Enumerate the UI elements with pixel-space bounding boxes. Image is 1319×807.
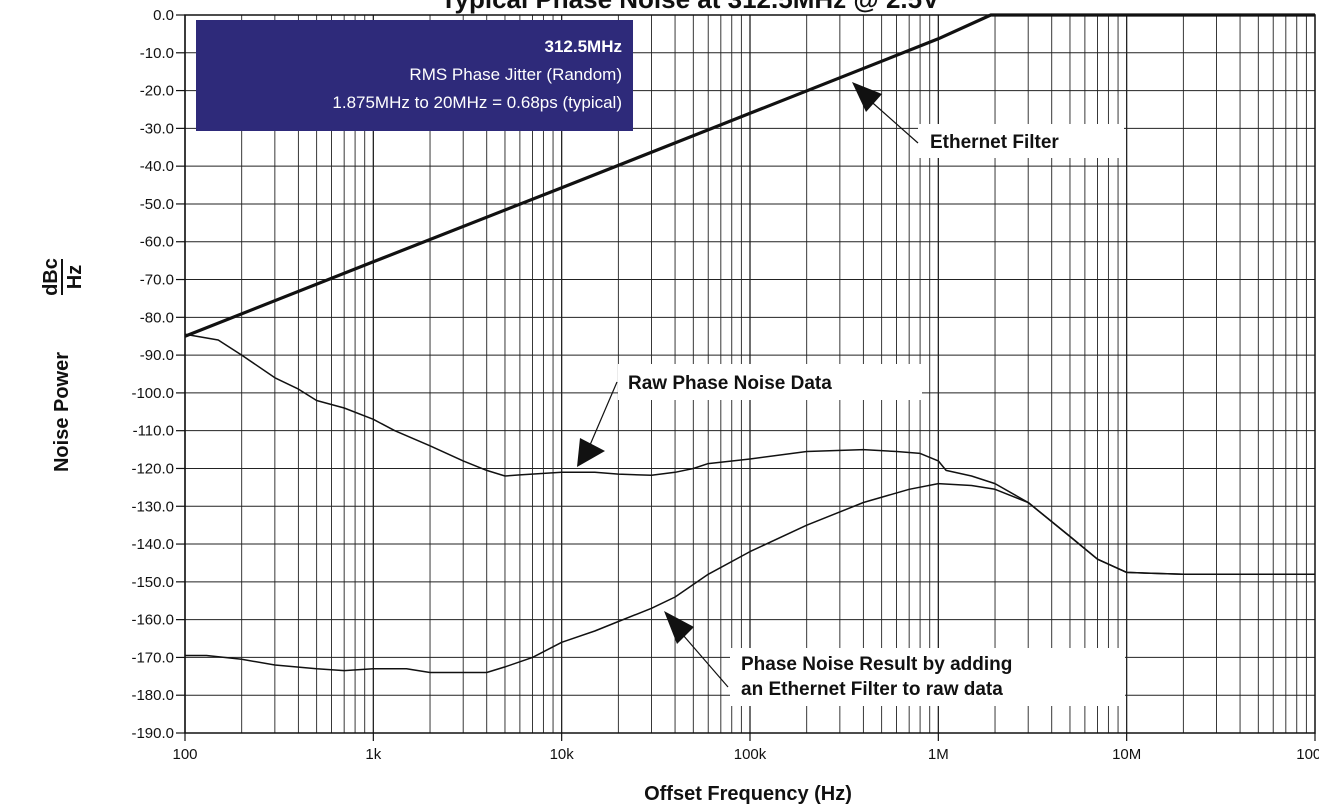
y-tick-label: -90.0: [140, 347, 174, 364]
annotation-raw-data-bg: [618, 364, 922, 400]
x-tick-label: 1k: [365, 746, 381, 763]
y-tick-label: -190.0: [131, 725, 174, 742]
annotation-result-leader: [682, 634, 729, 688]
annotation-result-line2: an Ethernet Filter to raw data: [741, 679, 1003, 700]
y-tick-label: -80.0: [140, 309, 174, 326]
y-axis-label-unit-numerator: dBc: [40, 258, 62, 296]
y-tick-label: -50.0: [140, 196, 174, 213]
y-tick-label: -140.0: [131, 536, 174, 553]
y-tick-label: -180.0: [131, 687, 174, 704]
y-axis: 0.0 -10.0 -20.0 -30.0 -40.0 -50.0 -60.0 -70.0 -8…: [131, 7, 185, 742]
annotation-raw-data-arrowhead: [577, 438, 605, 467]
y-tick-label: -130.0: [131, 498, 174, 515]
x-tick-label: 100: [172, 746, 197, 763]
y-tick-label: -70.0: [140, 272, 174, 289]
y-tick-label: -40.0: [140, 158, 174, 175]
annotation-ethernet-filter-arrowhead: [852, 82, 882, 112]
y-tick-label: -20.0: [140, 83, 174, 100]
info-box: [196, 20, 633, 131]
annotation-raw-data-leader: [589, 381, 618, 446]
x-tick-label: 100M: [1296, 746, 1319, 763]
y-tick-label: -10.0: [140, 45, 174, 62]
chart-title: Typical Phase Noise at 312.5MHz @ 2.5V: [441, 0, 941, 14]
annotation-result-line1: Phase Noise Result by adding: [741, 654, 1012, 675]
y-axis-label: Noise Power dBc Hz: [40, 258, 86, 472]
annotation-result-bg: [730, 648, 1125, 706]
y-tick-label: -150.0: [131, 574, 174, 591]
x-tick-label: 10k: [550, 746, 575, 763]
y-tick-label: -60.0: [140, 234, 174, 251]
info-box-line3: 1.875MHz to 20MHz = 0.68ps (typical): [332, 93, 622, 112]
y-tick-label: -160.0: [131, 612, 174, 629]
info-box-line1: 312.5MHz: [545, 37, 622, 56]
annotation-ethernet-filter-leader: [865, 96, 919, 144]
x-tick-label: 1M: [928, 746, 949, 763]
annotation-ethernet-filter: Ethernet Filter: [930, 132, 1059, 153]
y-tick-label: -100.0: [131, 385, 174, 402]
x-tick-label: 10M: [1112, 746, 1141, 763]
y-tick-label: -110.0: [133, 423, 174, 440]
x-tick-label: 100k: [734, 746, 767, 763]
annotation-raw-data: Raw Phase Noise Data: [628, 373, 832, 394]
annotation-ethernet-filter-bg: [918, 124, 1124, 158]
annotation-result-arrowhead: [664, 611, 694, 644]
info-box-line2: RMS Phase Jitter (Random): [409, 65, 622, 84]
series-line-filtered-result: [185, 482, 1315, 674]
x-axis: 100 1k 10k 100k 1M 10M 100M: [172, 733, 1319, 763]
series-line-ethernet-filter: [184, 13, 1315, 338]
y-axis-label-main: Noise Power: [51, 352, 73, 472]
x-axis-label: Offset Frequency (Hz): [644, 783, 852, 805]
y-tick-label: 0.0: [153, 7, 174, 24]
series-group: [184, 13, 1315, 674]
y-tick-label: -30.0: [140, 120, 174, 137]
y-axis-label-unit-denominator: Hz: [64, 265, 86, 289]
y-tick-label: -120.0: [131, 460, 174, 477]
y-tick-label: -170.0: [131, 649, 174, 666]
